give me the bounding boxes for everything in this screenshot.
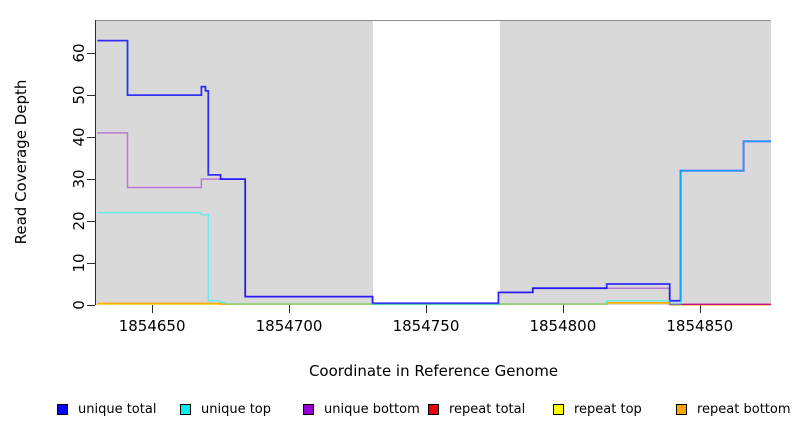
y-tick-mark xyxy=(87,263,95,265)
legend-label: repeat total xyxy=(449,401,526,417)
legend-swatch-unique-total-icon xyxy=(57,403,68,415)
legend-swatch-repeat-top-icon xyxy=(553,403,564,415)
x-tick-mark xyxy=(152,305,154,313)
legend-item-unique-bottom: unique bottom xyxy=(303,399,420,419)
y-tick-mark xyxy=(87,305,95,306)
x-tick-label: 1854650 xyxy=(118,317,186,335)
x-tick-label: 1854700 xyxy=(255,317,323,335)
y-tick-label: 50 xyxy=(70,85,88,105)
legend-item-unique-total: unique total xyxy=(57,399,156,419)
y-tick-label: 30 xyxy=(70,169,88,189)
y-tick-mark xyxy=(87,53,95,55)
legend-label: unique total xyxy=(78,401,157,417)
y-tick-label: 10 xyxy=(70,253,88,273)
legend-item-repeat-top: repeat top xyxy=(553,399,642,419)
legend-item-repeat-total: repeat total xyxy=(428,399,525,419)
x-tick-label: 1854800 xyxy=(529,317,597,335)
legend-swatch-repeat-total-icon xyxy=(428,403,439,415)
legend-item-repeat-bottom: repeat bottom xyxy=(676,399,791,419)
coverage-gap-band xyxy=(372,21,500,305)
x-tick-mark xyxy=(699,305,701,313)
legend-label: unique top xyxy=(201,401,272,417)
x-tick-mark xyxy=(289,305,291,313)
chart-legend: unique total unique top unique bottom repea… xyxy=(0,399,792,423)
legend-label: unique bottom xyxy=(324,401,420,417)
x-axis-title: Coordinate in Reference Genome xyxy=(308,362,559,380)
legend-label: repeat bottom xyxy=(697,401,791,417)
y-axis-title: Read Coverage Depth xyxy=(12,79,30,245)
y-tick-label: 60 xyxy=(70,43,88,63)
x-tick-mark xyxy=(425,305,427,313)
y-tick-mark xyxy=(87,95,95,97)
x-tick-label: 1854750 xyxy=(392,317,460,335)
y-tick-label: 40 xyxy=(70,127,88,147)
legend-swatch-repeat-bottom-icon xyxy=(676,403,687,415)
legend-swatch-unique-top-icon xyxy=(180,403,191,415)
x-tick-label: 1854850 xyxy=(666,317,734,335)
y-tick-label: 20 xyxy=(70,211,88,231)
y-tick-mark xyxy=(87,221,95,223)
legend-swatch-unique-bottom-icon xyxy=(303,403,314,415)
y-axis-line xyxy=(95,20,96,305)
y-tick-label: 0 xyxy=(70,300,88,310)
legend-label: repeat top xyxy=(574,401,642,417)
legend-item-unique-top: unique top xyxy=(180,399,271,419)
x-tick-mark xyxy=(562,305,564,313)
y-tick-mark xyxy=(87,137,95,139)
y-tick-mark xyxy=(87,179,95,181)
